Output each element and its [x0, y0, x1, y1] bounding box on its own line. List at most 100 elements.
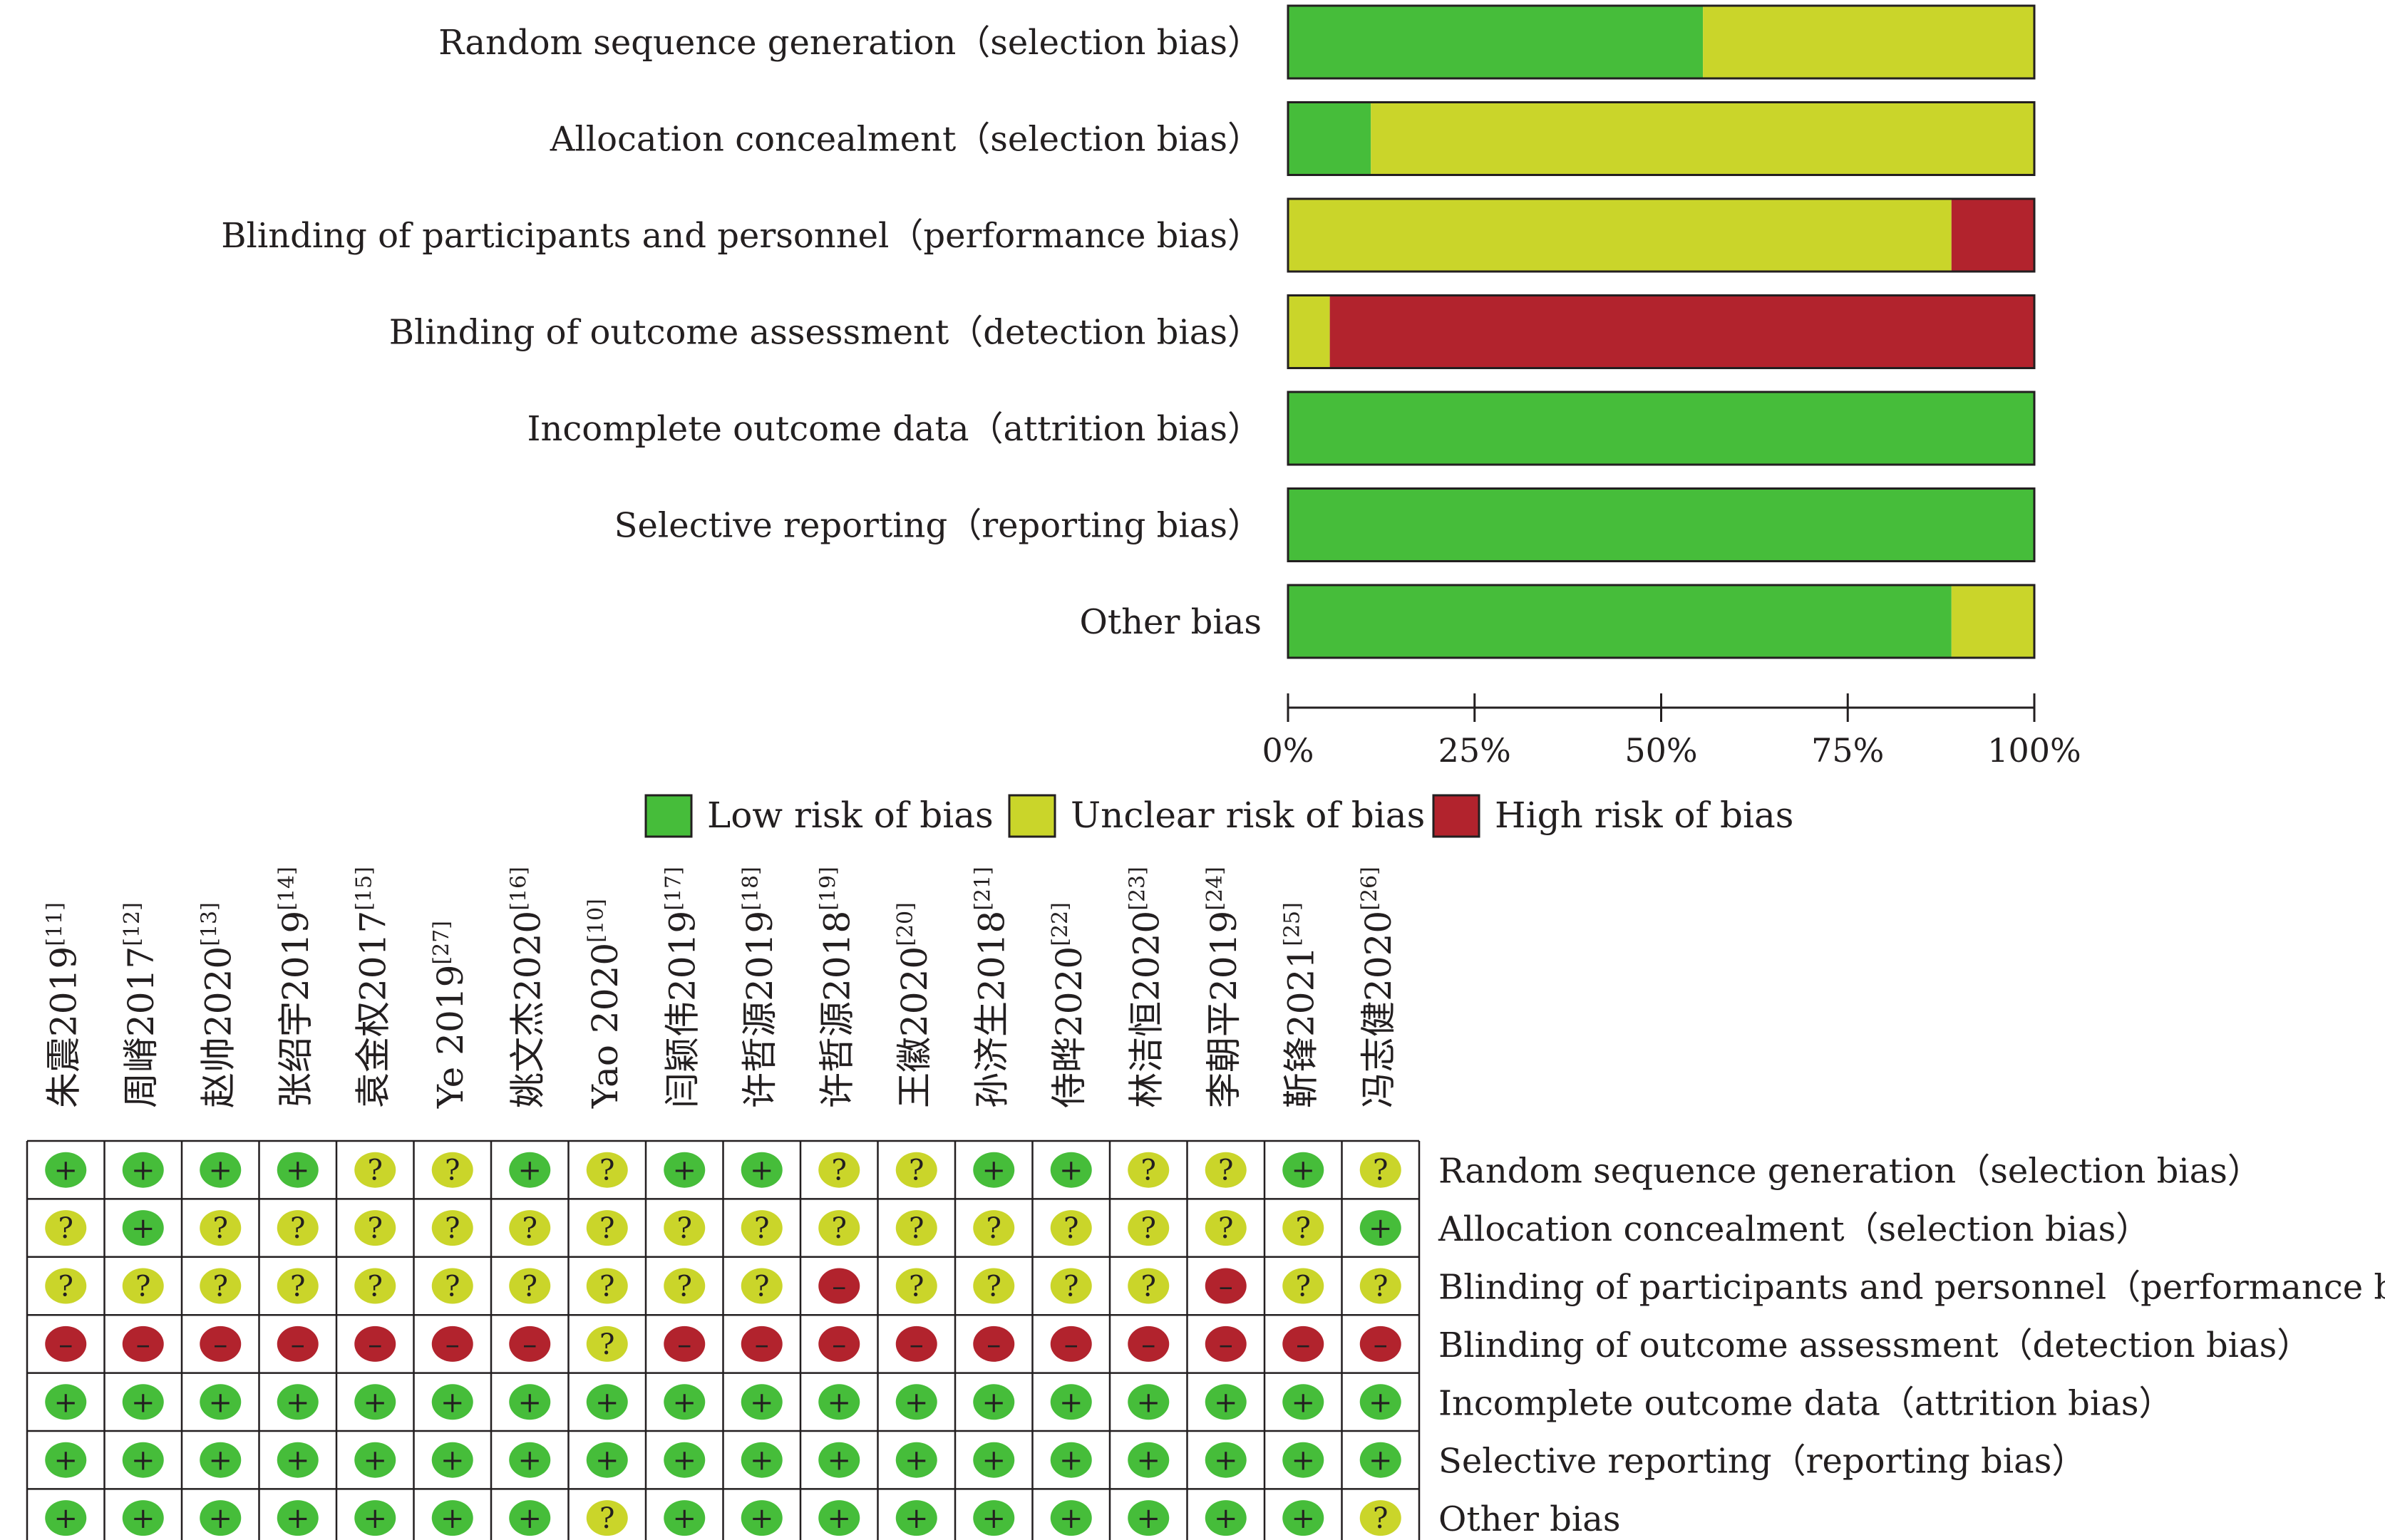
judgement-symbol: ?	[522, 1271, 537, 1303]
judgement-low: +	[1359, 1384, 1401, 1420]
judgement-high: –	[509, 1325, 551, 1362]
judgement-symbol: ?	[1373, 1271, 1388, 1303]
judgement-dot	[818, 1500, 860, 1536]
judgement-symbol: ?	[1063, 1212, 1078, 1245]
judgement-unclear: ?	[354, 1152, 396, 1188]
category-label: Other bias	[1080, 602, 1262, 642]
judgement-unclear: ?	[741, 1210, 783, 1246]
axis-tick-label: 50%	[1624, 731, 1697, 770]
judgement-symbol: –	[755, 1328, 769, 1361]
judgement-dot	[586, 1152, 628, 1188]
judgement-symbol: +	[750, 1386, 774, 1419]
judgement-low: +	[664, 1152, 706, 1188]
judgement-symbol: ?	[754, 1212, 769, 1245]
judgement-symbol: ?	[522, 1212, 537, 1245]
judgement-dot	[277, 1500, 319, 1536]
judgement-dot	[431, 1152, 473, 1188]
bar-segment-unclear	[1951, 585, 2034, 658]
judgement-low: +	[122, 1210, 164, 1246]
judgement-symbol: –	[677, 1328, 691, 1361]
category-label: Random sequence generation（selection bia…	[438, 23, 1262, 63]
judgement-symbol: ?	[1141, 1271, 1156, 1303]
judgement-unclear: ?	[1282, 1210, 1324, 1246]
bar-outline	[1287, 391, 2036, 466]
judgement-low: +	[1282, 1500, 1324, 1536]
judgement-symbol: +	[595, 1445, 619, 1477]
judgement-symbol: +	[1136, 1445, 1160, 1477]
judgement-dot	[1050, 1325, 1092, 1362]
judgement-unclear: ?	[586, 1268, 628, 1304]
judgement-low: +	[431, 1500, 473, 1536]
bar-segment-unclear	[1703, 6, 2034, 78]
judgement-symbol: ?	[445, 1154, 460, 1187]
judgement-dot	[509, 1152, 551, 1188]
study-label: Ye 2019[27]	[429, 921, 471, 1109]
judgement-unclear: ?	[1128, 1210, 1170, 1246]
judgement-dot	[1205, 1268, 1247, 1304]
judgement-unclear: ?	[1128, 1268, 1170, 1304]
category-label: Selective reporting（reporting bias）	[614, 506, 1262, 546]
judgement-dot	[122, 1500, 164, 1536]
judgement-symbol: +	[1369, 1386, 1393, 1419]
judgement-low: +	[1282, 1442, 1324, 1478]
judgement-low: +	[664, 1442, 706, 1478]
judgement-dot	[1359, 1210, 1401, 1246]
judgement-symbol: –	[832, 1328, 846, 1361]
judgement-low: +	[200, 1384, 242, 1420]
study-reference: [22]	[1048, 902, 1073, 946]
judgement-symbol: ?	[1141, 1212, 1156, 1245]
judgement-symbol: ?	[213, 1271, 228, 1303]
judgement-unclear: ?	[200, 1268, 242, 1304]
judgement-unclear: ?	[586, 1500, 628, 1536]
judgement-dot	[664, 1442, 706, 1478]
judgement-dot	[1282, 1500, 1324, 1536]
judgement-dot	[122, 1325, 164, 1362]
judgement-low: +	[973, 1384, 1015, 1420]
judgement-symbol: –	[987, 1328, 1001, 1361]
judgement-dot	[818, 1325, 860, 1362]
judgement-unclear: ?	[1359, 1268, 1401, 1304]
judgement-dot	[1050, 1268, 1092, 1304]
judgement-symbol: ?	[987, 1271, 1001, 1303]
judgement-symbol: +	[286, 1502, 310, 1535]
study-label: 许哲源2018[19]	[815, 867, 857, 1108]
judgement-symbol: +	[1059, 1154, 1083, 1187]
judgement-dot	[200, 1384, 242, 1420]
judgement-dot	[1205, 1384, 1247, 1420]
judgement-dot	[277, 1210, 319, 1246]
judgement-symbol: ?	[213, 1212, 228, 1245]
study-label: 李朝平2019[24]	[1202, 867, 1245, 1108]
judgement-symbol: +	[1059, 1445, 1083, 1477]
axis-tick-label: 0%	[1262, 731, 1314, 770]
judgement-low: +	[1359, 1442, 1401, 1478]
judgement-symbol: +	[441, 1386, 465, 1419]
judgement-unclear: ?	[818, 1152, 860, 1188]
judgement-symbol: +	[672, 1154, 696, 1187]
judgement-low: +	[664, 1384, 706, 1420]
judgement-symbol: +	[672, 1445, 696, 1477]
judgement-symbol: +	[595, 1386, 619, 1419]
legend-swatch-unclear	[1008, 794, 1056, 838]
judgement-dot	[1128, 1152, 1170, 1188]
judgement-symbol: +	[208, 1502, 232, 1535]
judgement-dot	[818, 1152, 860, 1188]
judgement-dot	[818, 1384, 860, 1420]
study-name: 林洁恒2020	[1125, 911, 1167, 1108]
category-label: Blinding of participants and personnel（p…	[221, 216, 1262, 256]
judgement-low: +	[354, 1500, 396, 1536]
judgement-symbol: +	[982, 1445, 1006, 1477]
study-name: 周嵴2017	[120, 946, 162, 1108]
study-label: 孙济生2018[21]	[970, 867, 1012, 1108]
study-reference: [18]	[738, 867, 763, 911]
judgement-dot	[664, 1210, 706, 1246]
judgement-dot	[664, 1325, 706, 1362]
judgement-symbol: +	[53, 1154, 78, 1187]
judgement-dot	[1205, 1152, 1247, 1188]
judgement-dot	[354, 1384, 396, 1420]
judgement-symbol: +	[1291, 1386, 1315, 1419]
judgement-dot	[354, 1152, 396, 1188]
judgement-dot	[200, 1500, 242, 1536]
study-reference: [15]	[351, 867, 376, 911]
judgement-symbol: +	[208, 1445, 232, 1477]
